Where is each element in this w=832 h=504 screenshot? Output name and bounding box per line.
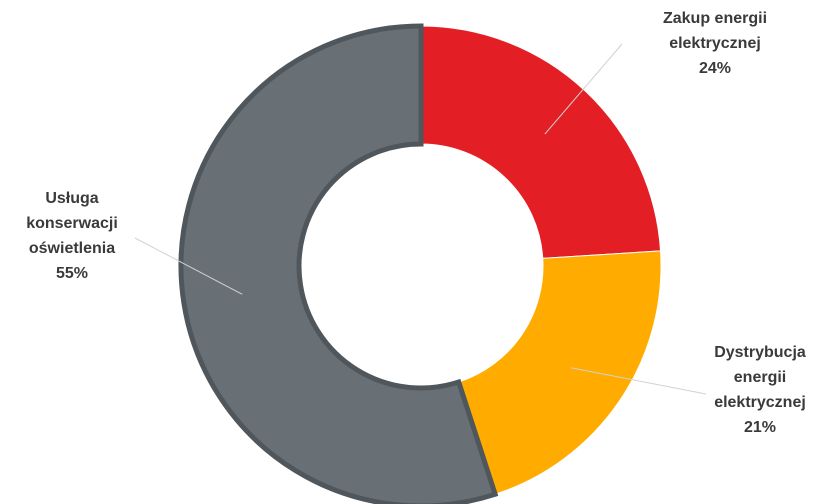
slice-label-line: oświetlenia bbox=[28, 240, 116, 257]
leader-line-usluga bbox=[134, 237, 243, 295]
leader-line-dystrybucja bbox=[570, 367, 707, 395]
slice-label-line: Usługa bbox=[45, 190, 99, 207]
slice-percent: 55% bbox=[55, 265, 89, 282]
slice-dystrybucja bbox=[458, 250, 662, 495]
slice-label-dystrybucja: Dystrybucja energii elektrycznej 21% bbox=[690, 340, 830, 440]
slice-label-line: Dystrybucja bbox=[714, 344, 806, 361]
slice-label-usluga: Usługa konserwacji oświetlenia 55% bbox=[2, 186, 142, 286]
slice-percent: 21% bbox=[743, 419, 777, 436]
slice-label-line: konserwacji bbox=[26, 215, 118, 232]
slice-label-zakup: Zakup energii elektrycznej 24% bbox=[640, 6, 790, 81]
slice-label-line: elektrycznej bbox=[714, 394, 806, 411]
donut-slices bbox=[178, 23, 662, 504]
slice-label-line: elektrycznej bbox=[669, 35, 761, 52]
leader-line-zakup bbox=[544, 43, 623, 135]
slice-usluga bbox=[178, 23, 499, 504]
slice-percent: 24% bbox=[698, 60, 732, 77]
slice-label-line: Zakup energii bbox=[662, 10, 768, 27]
slice-label-line: energii bbox=[733, 369, 787, 386]
slice-zakup bbox=[420, 25, 662, 259]
leader-lines bbox=[134, 43, 707, 395]
